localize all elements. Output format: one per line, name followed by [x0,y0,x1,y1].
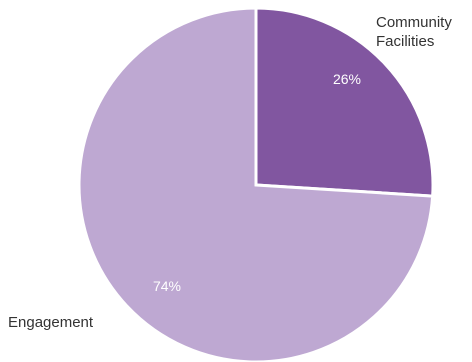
slice-percent-label-engagement: 74% [153,278,181,294]
category-labels-group: Community Facilities Engagement [8,14,456,331]
slice-percent-label-community-facilities: 26% [333,71,361,87]
slice-label-engagement-line-1: Engagement [8,314,94,331]
slice-label-community-facilities-line-1: Community [376,14,452,31]
percent-labels-group: 26% 74% [153,71,361,294]
slice-label-community-facilities-line-2: Facilities [376,33,434,50]
slice-label-engagement: Engagement [8,314,94,331]
slice-community-facilities[interactable] [254,6,435,198]
slice-engagement[interactable] [77,6,435,362]
slices-group [77,6,435,362]
slice-label-community-facilities: Community Facilities [376,14,456,50]
